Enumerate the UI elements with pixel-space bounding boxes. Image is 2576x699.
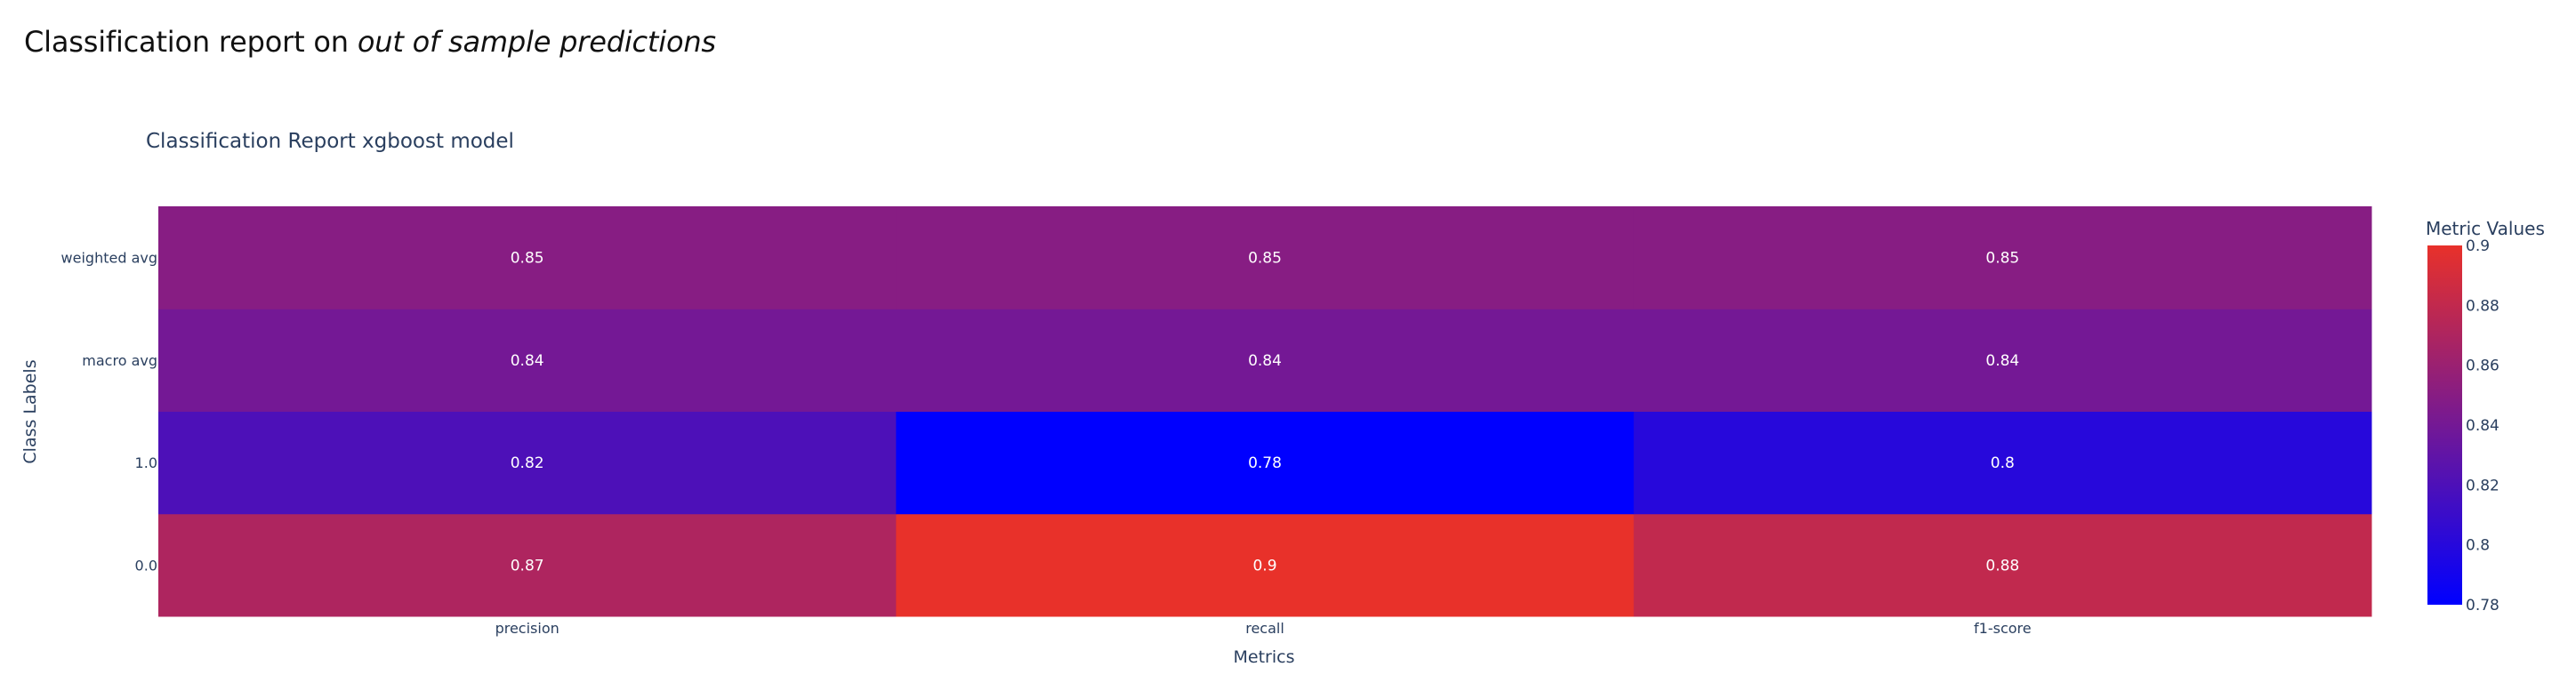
heatmap-cell-label: 0.9 [1252, 557, 1276, 574]
heatmap-cell [1633, 513, 2372, 617]
chart-title: Classification Report xgboost model [146, 130, 514, 153]
colorbar-tick-label: 0.78 [2466, 597, 2500, 615]
heatmap-cells [158, 206, 2372, 617]
colorbar-title: Metric Values [2426, 218, 2545, 239]
y-tick-label: macro avg [82, 352, 157, 369]
heatmap-cell-label: 0.84 [1248, 352, 1282, 370]
y-tick-label: 1.0 [135, 454, 157, 471]
colorbar-tick-label: 0.86 [2466, 358, 2500, 375]
heatmap-cell-label: 0.8 [1991, 454, 2015, 472]
heatmap-cell [158, 411, 897, 515]
heatmap-cell [158, 513, 897, 617]
heatmap-cell-label: 0.85 [1985, 250, 2019, 268]
colorbar [2427, 245, 2462, 605]
heatmap-cell-label: 0.84 [1985, 352, 2019, 370]
heatmap-cell [1633, 411, 2372, 515]
heatmap-cell [896, 206, 1635, 309]
heatmap-cell [896, 513, 1635, 617]
heatmap-cell-label: 0.87 [511, 557, 544, 574]
heatmap-cell [896, 411, 1635, 515]
y-tick-label: 0.0 [135, 557, 157, 574]
heatmap-cell [1633, 309, 2372, 412]
colorbar-ticks: 0.78 0.8 0.82 0.84 0.86 0.88 0.9 [2466, 237, 2500, 615]
heatmap-cell-label: 0.88 [1985, 557, 2019, 574]
heatmap-cell [158, 206, 897, 309]
x-axis-ticks: precision recall f1-score [495, 620, 2032, 637]
heatmap-cell-label: 0.84 [511, 352, 544, 370]
colorbar-tick-label: 0.82 [2466, 477, 2500, 494]
x-tick-label: recall [1245, 620, 1284, 637]
heatmap-cell-label: 0.85 [511, 250, 544, 268]
colorbar-tick-label: 0.8 [2466, 537, 2490, 555]
colorbar-tick-label: 0.84 [2466, 417, 2500, 435]
heatmap-cell [158, 309, 897, 412]
page-heading-emphasis: out of sample predictions [357, 25, 716, 59]
heatmap-cell [1633, 206, 2372, 309]
x-axis-title: Metrics [1234, 647, 1295, 667]
heatmap-cell-label: 0.85 [1248, 250, 1282, 268]
y-axis-title: Class Labels [20, 359, 40, 463]
colorbar-tick-label: 0.9 [2466, 237, 2490, 255]
y-axis-ticks: 0.0 1.0 macro avg weighted avg [61, 250, 157, 574]
page-heading: Classification report on out of sample p… [24, 25, 716, 59]
x-tick-label: precision [495, 620, 559, 637]
x-tick-label: f1-score [1974, 620, 2032, 637]
colorbar-tick-label: 0.88 [2466, 297, 2500, 315]
page-heading-prefix: Classification report on [24, 25, 358, 59]
heatmap-cell-label: 0.82 [511, 454, 544, 472]
heatmap-cell-label: 0.78 [1248, 454, 1282, 472]
heatmap-cell-labels: 0.87 0.9 0.88 0.82 0.78 0.8 0.84 0.84 0.84 0.85 0.… [511, 250, 2020, 575]
heatmap-cell [896, 309, 1635, 412]
y-tick-label: weighted avg [61, 250, 157, 267]
